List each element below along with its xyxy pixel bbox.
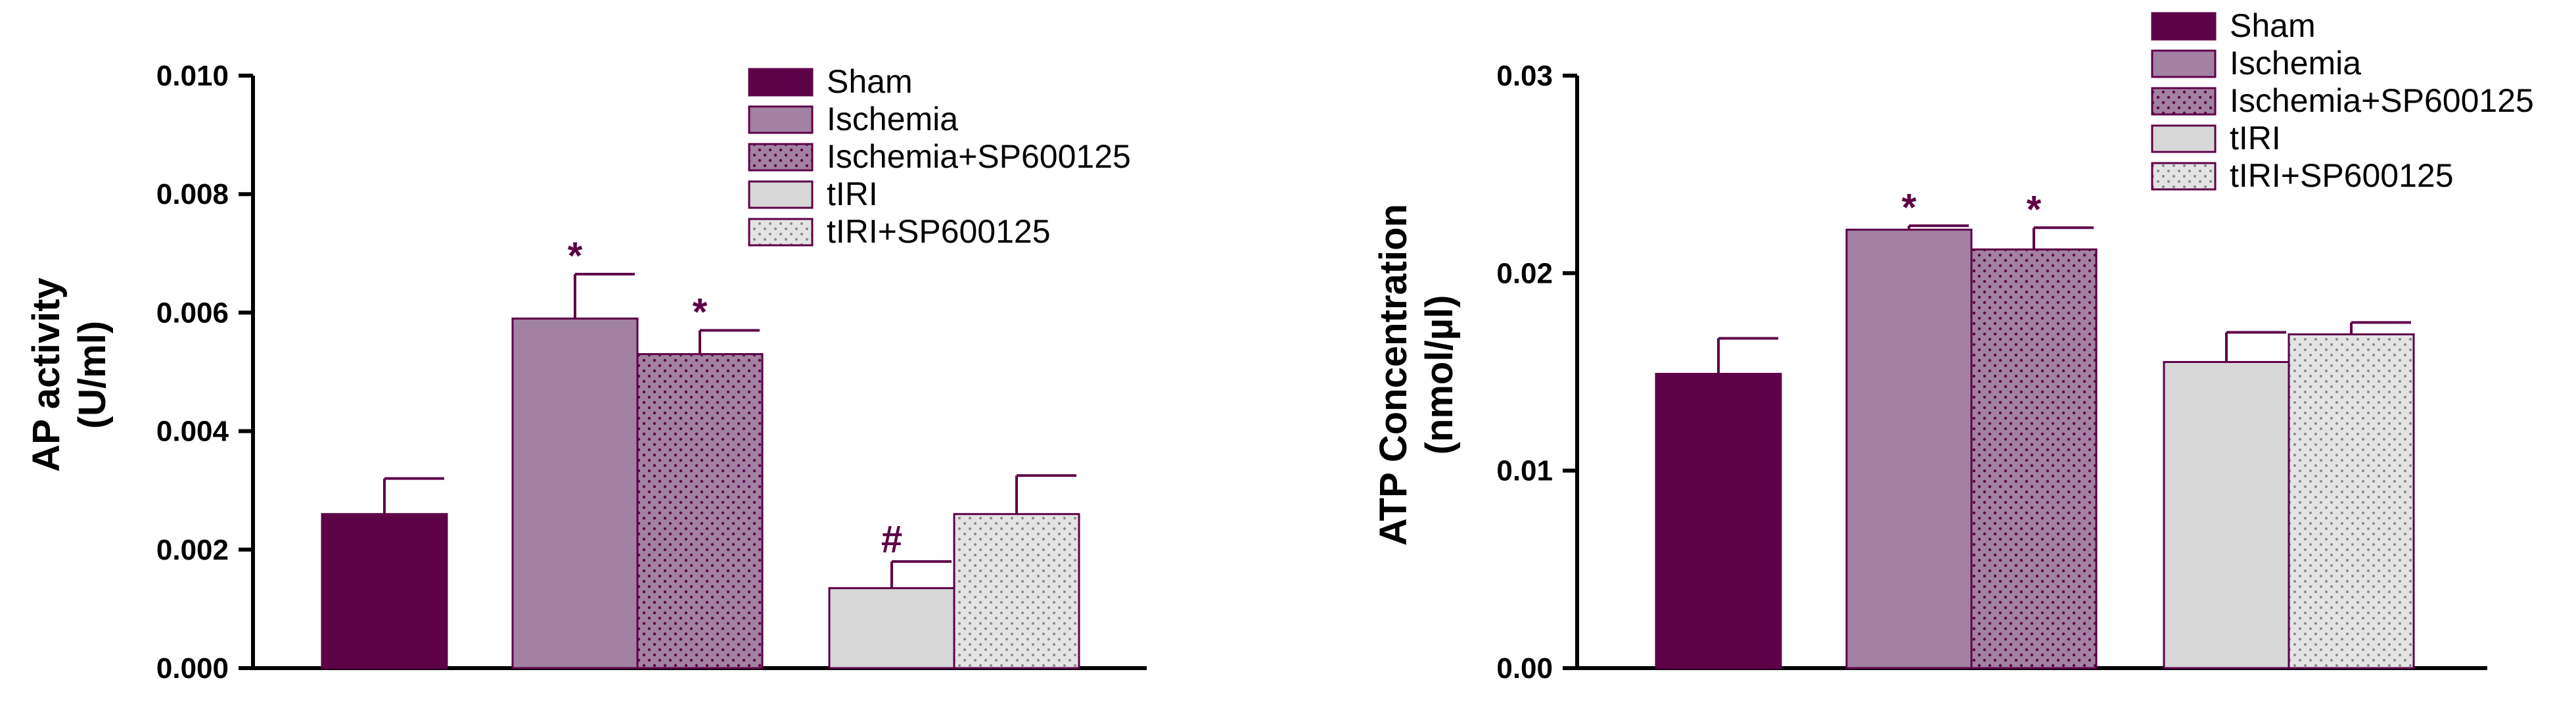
legend-label-3: tIRI	[2230, 120, 2281, 157]
y-axis-label-line-1: AP activity	[25, 278, 68, 472]
significance-label-2: *	[693, 291, 708, 333]
y-tick-label: 0.008	[156, 178, 229, 210]
legend-label-2: Ischemia+SP600125	[827, 138, 1131, 175]
y-axis-label: AP activity (U/ml)	[25, 278, 114, 472]
bar-4	[953, 513, 1080, 669]
legend-label-3: tIRI	[827, 176, 878, 212]
legend-swatch-3	[748, 180, 814, 209]
legend-swatch-4	[748, 218, 814, 247]
legend-label-2: Ischemia+SP600125	[2230, 82, 2534, 119]
y-tick-label: 0.006	[156, 297, 229, 329]
y-tick-label: 0.000	[156, 652, 229, 685]
ap-activity-panel: AP activity (U/ml) 0.0000.0020.0040.0060…	[25, 60, 1147, 685]
legend-label-0: Sham	[827, 63, 913, 100]
bar-2	[636, 352, 764, 669]
y-tick-label: 0.004	[156, 416, 229, 448]
y-tick-label: 0.02	[1496, 257, 1553, 289]
y-tick-labels: 0.000 0.002 0.004 0.006 0.008 0.010	[156, 60, 229, 685]
legend-swatch-1	[748, 105, 814, 134]
bar-1	[511, 317, 639, 669]
legend-swatch-3	[2151, 124, 2217, 153]
legend-swatch-4	[2151, 162, 2217, 191]
bar-2	[1970, 248, 2098, 669]
bar-3	[828, 587, 955, 669]
legend-swatch-0	[748, 68, 814, 97]
legend-label-1: Ischemia	[2230, 45, 2361, 82]
bar-3	[2163, 360, 2290, 669]
bar-4	[2288, 333, 2415, 669]
atp-concentration-panel: ATP Concentration (nmol/µl) 0.00 0.01 0.02…	[1372, 7, 2534, 685]
legend-label-4: tIRI+SP600125	[827, 213, 1051, 250]
bars: * * #	[321, 235, 1080, 669]
bar-0	[321, 513, 448, 669]
y-tick-labels: 0.00 0.01 0.02 0.03	[1496, 60, 1553, 685]
significance-label-3: #	[881, 518, 902, 561]
y-axis-label-line-2: (U/ml)	[71, 321, 114, 429]
y-axis-label-line-1: ATP Concentration	[1372, 204, 1415, 546]
legend-label-4: tIRI+SP600125	[2230, 157, 2454, 194]
y-axis-label-line-2: (nmol/µl)	[1418, 295, 1461, 455]
significance-label-1: *	[568, 235, 583, 278]
y-axis-label: ATP Concentration (nmol/µl)	[1372, 204, 1461, 546]
legend-swatch-2	[748, 143, 814, 172]
significance-label-1: *	[1902, 186, 1917, 229]
legend: ShamIschemiaIschemia+SP600125tIRItIRI+SP…	[2151, 7, 2534, 194]
y-tick-label: 0.002	[156, 534, 229, 566]
significance-label-2: *	[2027, 188, 2042, 231]
legend-swatch-1	[2151, 49, 2217, 78]
y-tick-label: 0.03	[1496, 60, 1553, 92]
y-tick-label: 0.010	[156, 60, 229, 92]
legend-swatch-2	[2151, 87, 2217, 116]
y-tick-label: 0.00	[1496, 652, 1553, 685]
bar-0	[1655, 373, 1782, 669]
legend-swatch-0	[2151, 12, 2217, 41]
bars: * *	[1655, 186, 2415, 669]
y-tick-label: 0.01	[1496, 455, 1553, 487]
bar-1	[1845, 228, 1973, 669]
legend-label-1: Ischemia	[827, 101, 958, 137]
legend-label-0: Sham	[2230, 7, 2316, 44]
legend: ShamIschemiaIschemia+SP600125tIRItIRI+SP…	[748, 63, 1131, 250]
